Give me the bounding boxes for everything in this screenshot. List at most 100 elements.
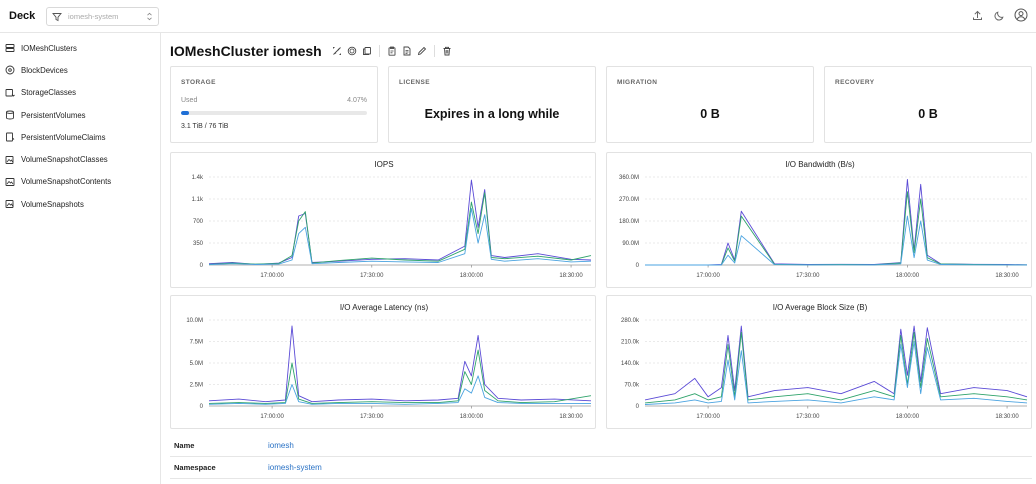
snapshot-content-icon [5,177,15,186]
y-tick-label: 180.0M [619,219,639,225]
detail-table: Name iomesh Namespace iomesh-system [170,435,1032,479]
sidebar-item-label: PersistentVolumes [21,110,86,120]
x-tick-label: 17:30:00 [796,273,820,279]
sidebar-item-volumesnapshotcontents[interactable]: VolumeSnapshotContents [0,171,160,193]
y-tick-label: 210.0k [621,340,640,346]
series-line [208,349,592,404]
moon-icon[interactable] [992,8,1006,22]
x-tick-label: 18:30:00 [995,273,1019,279]
recovery-card: RECOVERY 0 B [824,66,1032,143]
detail-value-link[interactable]: iomesh-system [268,463,322,472]
y-tick-label: 350 [193,241,204,247]
x-tick-label: 17:30:00 [360,273,384,279]
migration-value: 0 B [700,107,720,121]
sidebar-item-label: BlockDevices [21,65,68,75]
snapshot-icon [5,200,14,209]
recovery-card-label: RECOVERY [835,79,875,86]
file-text-icon[interactable] [402,46,412,56]
chevron-updown-icon [147,12,152,21]
series-line [208,375,591,405]
volume-claim-icon [6,132,15,142]
y-tick-label: 90.0M [622,241,639,247]
scale-icon[interactable] [332,46,342,56]
copy-icon[interactable] [362,46,372,56]
y-tick-label: 10.0M [186,318,203,324]
storage-usage-bar-fill [181,111,189,115]
sidebar-item-volumesnapshots[interactable]: VolumeSnapshots [0,193,160,215]
series-line [208,207,592,266]
x-tick-label: 18:00:00 [896,414,920,420]
detail-row-namespace: Namespace iomesh-system [170,457,1032,479]
namespace-select-value: iomesh-system [68,12,119,21]
bandwidth-chart-svg: I/O Bandwidth (B/s) 360.0M 270.0M 180.0M 90.… [619,160,1028,279]
y-tick-label: 700 [193,219,204,225]
top-bar: Deck iomesh-system [0,0,1036,33]
sidebar: IOMeshClusters BlockDevices StorageClass… [0,33,161,484]
y-tick-label: 280.0k [621,318,640,324]
bandwidth-chart: I/O Bandwidth (B/s) 360.0M 270.0M 180.0M 90.… [606,152,1032,288]
series-line [644,325,1028,401]
y-tick-label: 0 [636,404,640,410]
disk-icon [5,65,15,75]
sidebar-item-label: IOMeshClusters [21,43,77,53]
y-tick-label: 0 [200,263,204,269]
series-line [644,331,1028,404]
storage-used-label: Used [181,97,198,104]
chart-title: I/O Average Block Size (B) [773,303,868,312]
sync-icon[interactable] [347,46,357,56]
upload-icon[interactable] [970,8,984,22]
sidebar-item-label: PersistentVolumeClaims [21,132,106,142]
sidebar-item-iomeshclusters[interactable]: IOMeshClusters [0,37,160,59]
action-divider [433,45,435,57]
storage-usage-bar [181,111,367,115]
y-tick-label: 270.0M [619,197,639,203]
clipboard-icon[interactable] [387,46,397,56]
sidebar-item-blockdevices[interactable]: BlockDevices [0,59,160,81]
sidebar-item-storageclasses[interactable]: StorageClasses [0,82,160,104]
y-tick-label: 140.0k [621,361,640,367]
license-card: LICENSE Expires in a long while [388,66,596,143]
namespace-select[interactable]: iomesh-system [46,7,159,26]
edit-icon[interactable] [417,46,427,56]
y-tick-label: 0 [636,263,640,269]
storage-used-percent: 4.07% [347,97,367,104]
iops-chart: IOPS 1.4k 1.1k 700 350 0 17:00:00 17:30:00 18:00… [170,152,596,288]
migration-card: MIGRATION 0 B [606,66,814,143]
y-tick-label: 70.0k [624,383,640,389]
x-tick-label: 17:30:00 [360,414,384,420]
sidebar-item-persistentvolumeclaims[interactable]: PersistentVolumeClaims [0,126,160,148]
series-line [208,192,592,265]
x-tick-label: 17:30:00 [796,414,820,420]
x-tick-label: 18:00:00 [460,273,484,279]
y-tick-label: 1.1k [192,197,204,203]
y-tick-label: 0 [200,404,204,410]
series-line [645,215,1027,266]
trash-icon[interactable] [442,46,452,56]
recovery-value: 0 B [918,107,938,121]
storage-class-icon [5,88,15,97]
x-tick-label: 17:00:00 [696,273,720,279]
sidebar-item-volumesnapshotclasses[interactable]: VolumeSnapshotClasses [0,148,160,170]
sidebar-item-persistentvolumes[interactable]: PersistentVolumes [0,104,160,126]
series-line [208,179,592,265]
sidebar-item-label: VolumeSnapshotClasses [21,155,108,165]
storage-card: STORAGE Used 4.07% 3.1 TiB / 76 TiB [170,66,378,143]
x-tick-label: 18:00:00 [460,414,484,420]
block-size-chart: I/O Average Block Size (B) 280.0k 210.0k 14… [606,295,1032,429]
detail-value-link[interactable]: iomesh [268,441,294,450]
iops-chart-svg: IOPS 1.4k 1.1k 700 350 0 17:00:00 17:30:00 18:00… [192,160,592,279]
sidebar-item-label: VolumeSnapshots [21,199,84,209]
y-tick-label: 7.5M [190,340,203,346]
x-tick-label: 18:30:00 [559,273,583,279]
user-avatar-icon[interactable] [1014,8,1028,22]
x-tick-label: 17:00:00 [696,414,720,420]
chart-title: I/O Bandwidth (B/s) [785,160,855,169]
detail-key: Namespace [174,463,216,472]
x-tick-label: 18:30:00 [559,414,583,420]
series-line [645,191,1027,266]
x-tick-label: 17:00:00 [260,273,284,279]
storage-card-label: STORAGE [181,79,216,86]
brand-logo[interactable]: Deck [9,10,36,22]
storage-capacity: 3.1 TiB / 76 TiB [181,123,229,130]
license-value: Expires in a long while [424,107,560,121]
